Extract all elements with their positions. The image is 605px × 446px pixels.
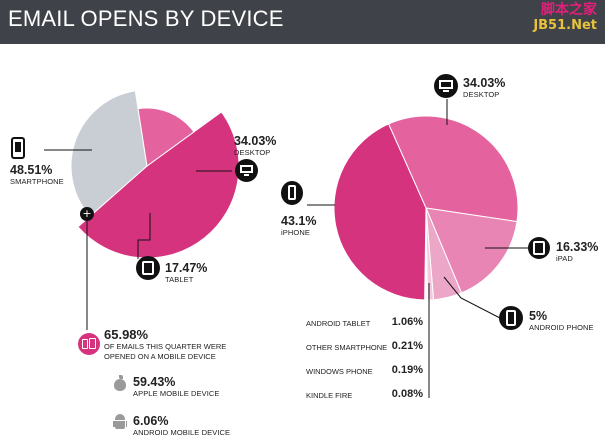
desktop-caption-right: DESKTOP (463, 90, 500, 99)
smartphone-caption: SMARTPHONE (10, 177, 64, 186)
pie-slice-ipad (425, 207, 518, 294)
iphone-label-group: 43.1% iPHONE (281, 214, 316, 237)
watermark-line2: JB51.Net (533, 18, 597, 33)
kindle-fire-value: 0.08% (391, 388, 423, 400)
header-bar: EMAIL OPENS BY DEVICE 脚本之家 JB51.Net (0, 0, 605, 44)
windows-phone-value: 0.19% (391, 364, 423, 376)
desktop-percent-right: 34.03% (463, 76, 506, 90)
pie-chart-by-device (333, 115, 519, 301)
android-percent: 6.06% (133, 414, 169, 428)
apple-label-group: 59.43% APPLE MOBILE DEVICE (133, 375, 220, 398)
other-smartphone-value: 0.21% (391, 340, 423, 352)
android-phone-caption: ANDROID PHONE (529, 323, 594, 332)
mobile-percent: 65.98% (104, 327, 149, 342)
windows-phone-label: WINDOWS PHONE (306, 367, 373, 376)
iphone-caption: iPHONE (281, 228, 310, 237)
pie-slice-desktop (387, 115, 519, 223)
desktop-percent-left: 34.03% (234, 134, 277, 148)
desktop-caption-left: DESKTOP (234, 148, 271, 157)
smartphone-icon (11, 137, 25, 159)
smartphone-percent: 48.51% (10, 163, 53, 177)
desktop-label-group-right: 34.03% DESKTOP (463, 76, 505, 99)
pie-slice-smartphone (77, 111, 240, 259)
ipad-caption: iPAD (556, 254, 573, 263)
iphone-percent: 43.1% (281, 214, 317, 228)
android-caption: ANDROID MOBILE DEVICE (133, 428, 231, 437)
apple-icon (113, 375, 127, 391)
tablet-caption: TABLET (165, 275, 194, 284)
ipad-label-group: 16.33% iPAD (556, 240, 598, 263)
kindle-fire-label: KINDLE FIRE (306, 391, 353, 400)
android-phone-percent: 5% (529, 309, 548, 323)
watermark: 脚本之家 JB51.Net (533, 2, 597, 34)
apple-caption: APPLE MOBILE DEVICE (133, 389, 220, 398)
plus-icon: + (80, 207, 94, 221)
android-tablet-value: 1.06% (391, 316, 423, 328)
android-phone-icon (499, 306, 523, 330)
android-icon (113, 414, 127, 432)
desktop-icon-right (434, 74, 458, 98)
pie-chart-overall (70, 90, 240, 259)
android-tablet-label: ANDROID TABLET (306, 319, 371, 328)
watermark-line1: 脚本之家 (541, 2, 597, 18)
tablet-icon (136, 256, 160, 280)
apple-percent: 59.43% (133, 375, 176, 389)
page-title: EMAIL OPENS BY DEVICE (8, 6, 284, 31)
desktop-label-group-left: 34.03% DESKTOP (234, 134, 276, 157)
ipad-percent: 16.33% (556, 240, 599, 254)
smartphone-label-group: 48.51% SMARTPHONE (10, 163, 64, 186)
ipad-icon (528, 237, 550, 259)
iphone-icon (281, 181, 303, 205)
pie-slice-tablet (137, 107, 195, 167)
desktop-icon (235, 159, 258, 182)
tablet-percent: 17.47% (165, 261, 208, 275)
pie-slice-desktop (70, 90, 148, 217)
mobile-caption: OF EMAILS THIS QUARTER WERE OPENED ON A … (104, 342, 227, 361)
android-label-group: 6.06% ANDROID MOBILE DEVICE (133, 414, 230, 437)
pie-slice-iphone (333, 123, 427, 301)
tablet-label-group: 17.47% TABLET (165, 261, 207, 284)
android-phone-label-group: 5% ANDROID PHONE (529, 309, 594, 332)
mobile-devices-icon (78, 333, 100, 355)
other-smartphone-label: OTHER SMARTPHONE (306, 343, 388, 352)
leader-lines (44, 99, 528, 398)
